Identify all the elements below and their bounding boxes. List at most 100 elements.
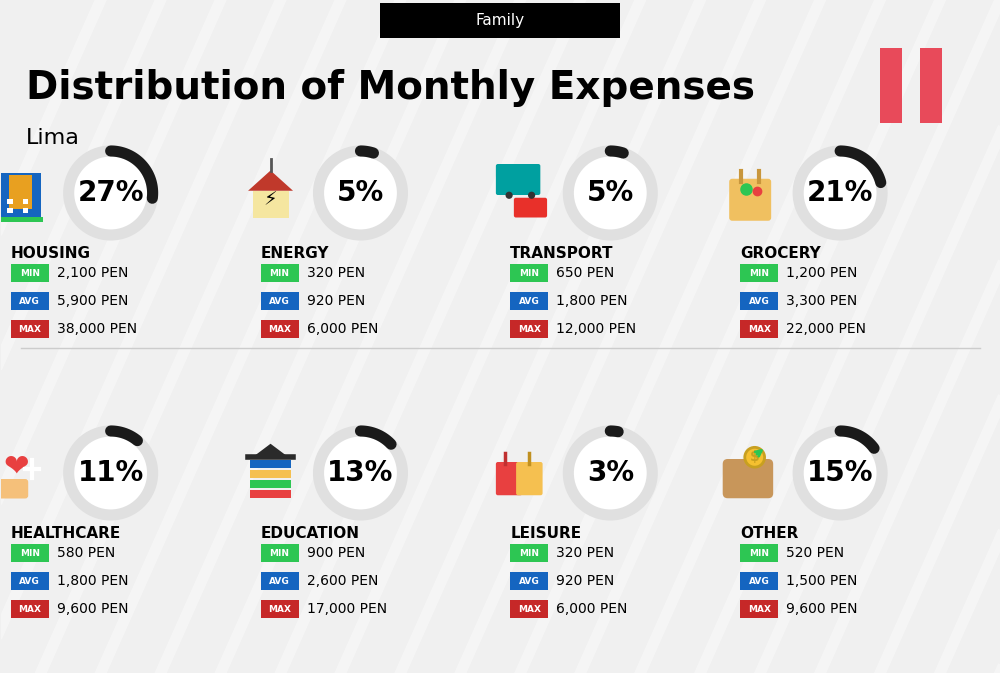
Text: MAX: MAX [518,324,541,334]
Text: 9,600 PEN: 9,600 PEN [786,602,858,616]
Text: 1,800 PEN: 1,800 PEN [57,574,128,588]
Text: AVG: AVG [19,297,40,306]
FancyBboxPatch shape [380,3,620,38]
Text: 13%: 13% [327,459,394,487]
Text: 2,100 PEN: 2,100 PEN [57,266,128,280]
FancyBboxPatch shape [11,600,49,618]
Text: AVG: AVG [19,577,40,586]
FancyBboxPatch shape [740,572,778,590]
Polygon shape [253,444,289,457]
Circle shape [69,151,153,235]
FancyBboxPatch shape [0,217,43,222]
Text: 27%: 27% [77,179,144,207]
FancyBboxPatch shape [880,48,902,123]
FancyBboxPatch shape [510,264,548,282]
FancyBboxPatch shape [920,48,942,123]
Text: MAX: MAX [268,324,291,334]
FancyBboxPatch shape [0,479,28,499]
Text: MAX: MAX [748,324,771,334]
FancyBboxPatch shape [250,460,291,468]
Text: 1,200 PEN: 1,200 PEN [786,266,858,280]
Text: MIN: MIN [20,269,40,277]
Text: MIN: MIN [749,548,769,557]
Text: MAX: MAX [748,604,771,614]
FancyBboxPatch shape [510,320,548,338]
Text: 21%: 21% [807,179,873,207]
FancyBboxPatch shape [740,264,778,282]
Text: MIN: MIN [270,548,290,557]
Circle shape [506,192,513,199]
Text: AVG: AVG [269,297,290,306]
FancyBboxPatch shape [23,208,28,213]
Text: ❤: ❤ [3,454,29,483]
FancyBboxPatch shape [510,544,548,562]
FancyBboxPatch shape [496,164,540,195]
Text: LEISURE: LEISURE [510,526,581,541]
Text: ⚡: ⚡ [264,190,277,209]
Text: 6,000 PEN: 6,000 PEN [307,322,378,336]
Text: MIN: MIN [20,548,40,557]
FancyBboxPatch shape [261,320,299,338]
Circle shape [568,431,652,515]
FancyBboxPatch shape [261,292,299,310]
Text: $: $ [750,450,760,464]
Circle shape [69,431,153,515]
FancyBboxPatch shape [740,320,778,338]
FancyBboxPatch shape [253,190,289,218]
FancyBboxPatch shape [11,544,49,562]
Text: 920 PEN: 920 PEN [307,294,365,308]
Text: 5%: 5% [337,179,384,207]
Text: MAX: MAX [518,604,541,614]
Text: 11%: 11% [78,459,144,487]
Text: TRANSPORT: TRANSPORT [510,246,614,261]
Text: 38,000 PEN: 38,000 PEN [57,322,137,336]
Text: HEALTHCARE: HEALTHCARE [11,526,121,541]
Text: 12,000 PEN: 12,000 PEN [556,322,636,336]
FancyBboxPatch shape [514,198,547,217]
FancyBboxPatch shape [11,572,49,590]
Text: 2,600 PEN: 2,600 PEN [307,574,378,588]
Text: AVG: AVG [519,297,540,306]
Text: MIN: MIN [749,269,769,277]
Text: 5%: 5% [587,179,634,207]
Circle shape [745,448,765,467]
Text: 6,000 PEN: 6,000 PEN [556,602,628,616]
Text: ENERGY: ENERGY [261,246,329,261]
Circle shape [528,192,535,199]
Text: 320 PEN: 320 PEN [556,546,614,560]
Text: Lima: Lima [26,128,80,148]
FancyBboxPatch shape [7,208,13,213]
Circle shape [319,431,402,515]
FancyBboxPatch shape [496,462,522,495]
Text: 900 PEN: 900 PEN [307,546,365,560]
Circle shape [798,151,882,235]
FancyBboxPatch shape [250,490,291,498]
Circle shape [798,431,882,515]
FancyBboxPatch shape [510,292,548,310]
FancyBboxPatch shape [261,264,299,282]
FancyBboxPatch shape [250,480,291,488]
FancyBboxPatch shape [261,600,299,618]
FancyBboxPatch shape [261,544,299,562]
Text: HOUSING: HOUSING [11,246,91,261]
Text: MIN: MIN [519,269,539,277]
FancyBboxPatch shape [516,462,543,495]
Text: 9,600 PEN: 9,600 PEN [57,602,128,616]
Circle shape [319,151,402,235]
FancyBboxPatch shape [9,175,32,209]
FancyBboxPatch shape [740,544,778,562]
Text: MIN: MIN [519,548,539,557]
Text: Family: Family [476,13,525,28]
FancyBboxPatch shape [0,173,41,218]
Text: 1,500 PEN: 1,500 PEN [786,574,858,588]
FancyBboxPatch shape [11,320,49,338]
Text: 650 PEN: 650 PEN [556,266,615,280]
Text: MIN: MIN [270,269,290,277]
FancyBboxPatch shape [729,179,771,221]
Text: 5,900 PEN: 5,900 PEN [57,294,128,308]
Text: 3,300 PEN: 3,300 PEN [786,294,857,308]
Text: 17,000 PEN: 17,000 PEN [307,602,387,616]
FancyBboxPatch shape [250,470,291,478]
FancyBboxPatch shape [510,572,548,590]
Polygon shape [248,170,293,190]
